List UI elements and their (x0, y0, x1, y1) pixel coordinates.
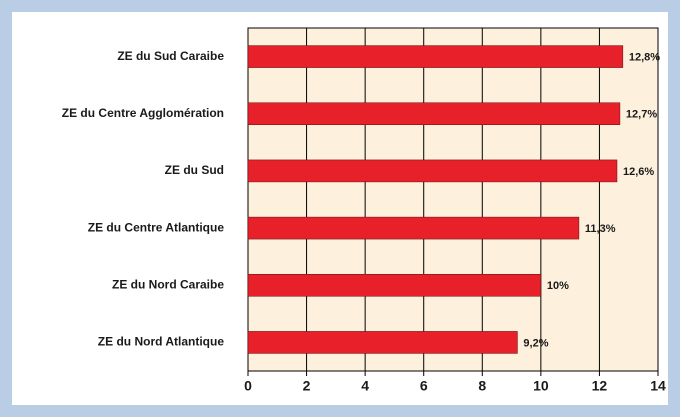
x-tick-label: 6 (420, 378, 428, 394)
y-tick-label: ZE du Centre Agglomération (62, 106, 224, 120)
x-tick-label: 2 (303, 378, 311, 394)
plot-area (247, 27, 659, 372)
bar (247, 216, 580, 240)
bar (247, 274, 542, 297)
x-tick-label: 10 (533, 378, 549, 394)
bar (247, 331, 518, 354)
bar (247, 159, 618, 183)
bar (247, 102, 621, 125)
data-label: 9,2% (523, 337, 548, 349)
y-tick-label: ZE du Nord Caraibe (112, 277, 224, 291)
x-tick-label: 8 (478, 378, 486, 394)
x-tick-label: 0 (244, 378, 252, 394)
x-tick-label: 4 (361, 378, 369, 394)
y-tick-label: ZE du Centre Atlantique (88, 220, 225, 234)
data-label: 10% (547, 280, 569, 292)
data-label: 12,8% (629, 51, 660, 63)
x-tick-label: 12 (592, 378, 608, 394)
data-label: 12,6% (623, 166, 654, 178)
y-tick-label: ZE du Nord Atlantique (98, 335, 225, 349)
data-label: 12,7% (626, 109, 657, 121)
bar (247, 45, 624, 68)
y-tick-label: ZE du Sud Caraibe (117, 49, 224, 63)
y-tick-label: ZE du Sud (165, 163, 224, 177)
x-tick-label: 14 (650, 378, 666, 394)
data-label: 11,3% (585, 223, 616, 235)
